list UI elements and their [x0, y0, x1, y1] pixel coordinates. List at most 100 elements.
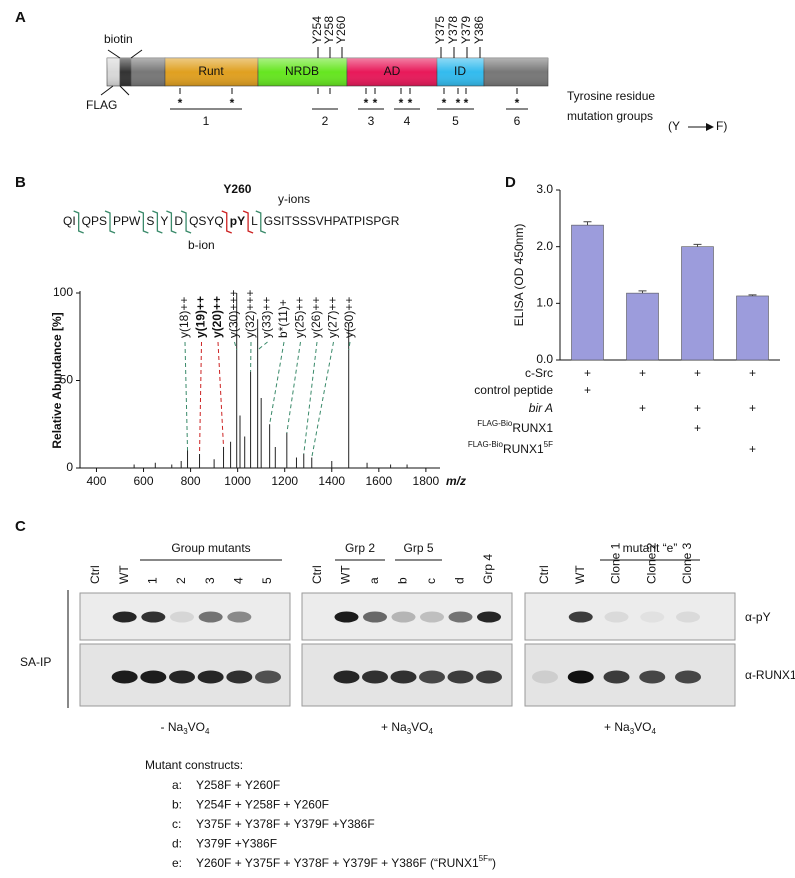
tag-line — [119, 85, 130, 96]
residue-label: Y258 — [322, 16, 336, 44]
y-tick-label: 100 — [53, 285, 73, 299]
antibody-label: α-RUNX1 — [745, 668, 795, 682]
fragment-bracket — [104, 210, 116, 234]
condition-label-part: VO — [634, 720, 651, 734]
biotin-label: biotin — [104, 32, 133, 46]
band — [640, 611, 665, 623]
row-label: c-Src — [525, 366, 553, 380]
group-label: 5 — [452, 114, 459, 128]
ion-label: y-ions — [278, 192, 310, 206]
protein-gloss — [107, 58, 548, 86]
peak-leader — [199, 341, 202, 455]
lane-label: Clone 2 — [644, 542, 658, 584]
band — [603, 670, 630, 684]
band — [170, 611, 194, 623]
sequence-segment: pY — [230, 214, 245, 228]
condition-label-part: 3 — [407, 727, 412, 736]
mutation-star: * — [408, 96, 413, 110]
row-label: bir A — [529, 401, 553, 415]
band — [390, 670, 417, 684]
fragment-bracket — [180, 210, 192, 234]
y-axis-label: Relative Abundance [%] — [50, 312, 64, 448]
row-label-part: control peptide — [474, 383, 553, 397]
row-label-part: RUNX1 — [503, 442, 544, 456]
residue-label: Y379 — [459, 16, 473, 44]
ion-label: b-ion — [188, 238, 215, 252]
band — [448, 611, 473, 623]
lane-label: 3 — [203, 577, 217, 584]
y-axis-label: ELISA (OD 450nm) — [512, 224, 526, 327]
row-label-part: FLAG-Bio — [468, 440, 504, 449]
band — [476, 670, 502, 684]
sequence-segment: S — [146, 214, 154, 228]
row-label: control peptide — [474, 383, 553, 397]
residue-label: Y254 — [310, 16, 324, 44]
lane-label: Ctrl — [88, 565, 102, 584]
error-bar — [638, 290, 647, 294]
construct-text: Y260F + Y375F + Y378F + Y379F + Y386F (“… — [196, 854, 496, 870]
ip-label: SA-IP — [20, 655, 51, 669]
band — [140, 670, 167, 684]
construct-key: c: — [172, 817, 181, 831]
construct-text: Y375F + Y378F + Y379F +Y386F — [196, 817, 375, 831]
mutation-star: * — [373, 96, 378, 110]
peak-label: y(33)++ — [260, 297, 274, 338]
flag-label: FLAG — [86, 98, 117, 112]
fragment-bracket — [255, 210, 267, 234]
bar — [736, 295, 769, 361]
construct-text-part: 5F — [479, 854, 488, 863]
legend-line: Tyrosine residue — [567, 89, 655, 103]
fragment-bracket — [166, 210, 177, 234]
band — [567, 670, 594, 684]
peak-label: y(19)++ — [194, 296, 208, 338]
construct-key: d: — [172, 837, 182, 851]
band — [112, 611, 137, 623]
group-header: Group mutants — [171, 541, 250, 555]
band — [477, 611, 501, 623]
condition-label-part: 4 — [205, 727, 210, 736]
y-tick-label: 1.0 — [536, 296, 553, 310]
cell-mark: + — [749, 366, 756, 380]
group-label: 3 — [368, 114, 375, 128]
panel-label: C — [15, 518, 26, 535]
condition-label-part: - Na — [161, 720, 184, 734]
band — [141, 611, 166, 623]
construct-text-part: ”) — [488, 856, 496, 870]
construct-text: Y379F +Y386F — [196, 837, 277, 851]
cell-mark: + — [749, 401, 756, 415]
band — [362, 670, 388, 684]
y-tick-label: 50 — [60, 373, 74, 387]
lane-label: d — [453, 577, 467, 584]
cell-mark: + — [639, 401, 646, 415]
x-tick-label: 1200 — [271, 474, 298, 488]
peak-leader — [348, 341, 351, 351]
band — [227, 611, 252, 623]
lane-label: a — [367, 577, 381, 584]
mutation-star: * — [456, 96, 461, 110]
band — [197, 670, 224, 684]
residue-label: Y378 — [446, 16, 460, 44]
band — [675, 670, 701, 684]
band — [447, 670, 474, 684]
tag-line — [130, 49, 143, 59]
band — [391, 611, 416, 623]
condition-label-part: + Na — [604, 720, 630, 734]
cell-mark: + — [694, 366, 701, 380]
construct-text-part: Y254F + Y258F + Y260F — [196, 798, 329, 812]
lane-label: Ctrl — [537, 565, 551, 584]
construct-text-part: Y379F +Y386F — [196, 837, 277, 851]
cell-mark: + — [584, 383, 591, 397]
band — [419, 670, 445, 684]
peak-label: y(32)+++ — [243, 290, 257, 338]
panel-label: D — [505, 174, 516, 191]
bar — [571, 224, 604, 361]
cell-mark: + — [584, 366, 591, 380]
peak-leader — [286, 341, 301, 434]
legend-line: mutation groups — [567, 109, 653, 123]
condition-label-part: 4 — [652, 727, 657, 736]
peak-label: y(25)++ — [293, 297, 307, 338]
x-tick-label: 1400 — [318, 474, 345, 488]
mutation-star: * — [442, 96, 447, 110]
band — [169, 670, 195, 684]
